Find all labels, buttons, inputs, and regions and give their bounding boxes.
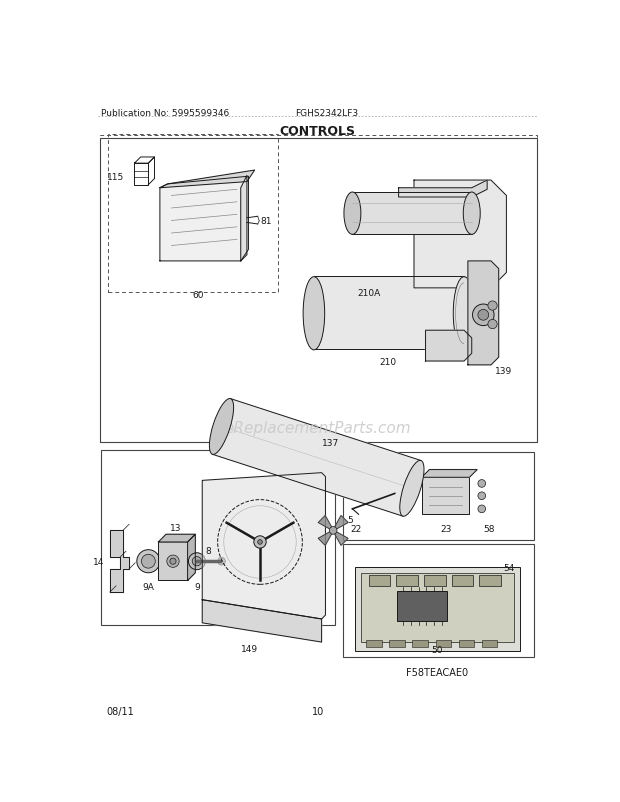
Bar <box>355 567 520 651</box>
Ellipse shape <box>303 277 325 350</box>
Text: F58TEACAE0: F58TEACAE0 <box>406 667 468 677</box>
Ellipse shape <box>210 399 234 455</box>
Ellipse shape <box>192 557 202 566</box>
Bar <box>482 640 497 648</box>
Bar <box>343 544 534 658</box>
Ellipse shape <box>453 277 475 350</box>
Bar <box>100 139 537 443</box>
Polygon shape <box>202 473 326 619</box>
Bar <box>158 542 188 581</box>
Text: 137: 137 <box>322 439 339 448</box>
Text: eReplacementParts.com: eReplacementParts.com <box>224 421 411 436</box>
Text: 08/11: 08/11 <box>106 706 134 716</box>
Ellipse shape <box>463 192 480 235</box>
Text: 210A: 210A <box>358 289 381 298</box>
Bar <box>366 640 382 648</box>
Ellipse shape <box>141 555 155 569</box>
Circle shape <box>488 320 497 330</box>
Polygon shape <box>318 532 332 545</box>
Text: 22: 22 <box>351 525 362 533</box>
Text: FGHS2342LF3: FGHS2342LF3 <box>294 108 358 118</box>
Circle shape <box>478 505 485 513</box>
Polygon shape <box>202 600 322 642</box>
Text: 58: 58 <box>484 525 495 533</box>
Polygon shape <box>414 180 507 289</box>
Circle shape <box>472 305 494 326</box>
Circle shape <box>478 310 489 321</box>
Text: 50: 50 <box>432 646 443 654</box>
Bar <box>412 640 428 648</box>
Bar <box>100 136 537 443</box>
Polygon shape <box>334 516 348 529</box>
Circle shape <box>478 492 485 500</box>
Text: 139: 139 <box>495 367 512 376</box>
Circle shape <box>218 557 225 565</box>
Circle shape <box>170 558 176 565</box>
Polygon shape <box>422 470 477 478</box>
Bar <box>459 640 474 648</box>
Bar <box>343 452 534 541</box>
Bar <box>424 575 446 586</box>
Ellipse shape <box>344 192 361 235</box>
Bar <box>396 575 418 586</box>
Polygon shape <box>110 531 129 592</box>
Bar <box>361 573 514 642</box>
Bar <box>452 575 473 586</box>
Bar <box>100 450 335 626</box>
Bar <box>314 277 464 350</box>
Bar <box>352 192 472 235</box>
Bar <box>479 575 501 586</box>
Circle shape <box>254 536 266 549</box>
Bar <box>389 640 405 648</box>
Circle shape <box>478 480 485 488</box>
Text: 5: 5 <box>347 516 353 525</box>
Text: 10: 10 <box>312 706 324 716</box>
Polygon shape <box>241 176 247 261</box>
Text: 14: 14 <box>93 557 104 566</box>
Text: Publication No: 5995599346: Publication No: 5995599346 <box>100 108 229 118</box>
Text: 54: 54 <box>503 563 515 572</box>
Bar <box>108 135 278 293</box>
Text: 81: 81 <box>261 217 272 225</box>
Polygon shape <box>160 177 249 261</box>
Circle shape <box>258 540 262 545</box>
Ellipse shape <box>188 553 205 570</box>
Text: CONTROLS: CONTROLS <box>280 124 356 138</box>
Text: 23: 23 <box>440 525 451 533</box>
Polygon shape <box>188 535 195 581</box>
Polygon shape <box>425 330 472 362</box>
Bar <box>422 478 469 515</box>
Text: 9A: 9A <box>143 582 154 591</box>
Bar <box>397 592 447 621</box>
Bar <box>436 640 451 648</box>
Circle shape <box>329 527 337 535</box>
Circle shape <box>488 302 497 311</box>
Ellipse shape <box>137 550 160 573</box>
Text: 9: 9 <box>194 582 200 591</box>
Text: 60: 60 <box>193 291 204 300</box>
Polygon shape <box>318 516 332 529</box>
Circle shape <box>167 555 179 568</box>
Polygon shape <box>468 261 498 366</box>
Polygon shape <box>158 535 195 542</box>
Polygon shape <box>160 171 255 188</box>
Polygon shape <box>213 399 421 516</box>
Polygon shape <box>399 180 487 198</box>
Text: 115: 115 <box>107 172 124 181</box>
Text: 210: 210 <box>379 358 396 367</box>
Text: 8: 8 <box>206 546 211 555</box>
Text: 149: 149 <box>241 645 258 654</box>
Bar <box>368 575 390 586</box>
Polygon shape <box>334 532 348 545</box>
Text: 13: 13 <box>169 523 181 532</box>
Ellipse shape <box>400 461 424 516</box>
